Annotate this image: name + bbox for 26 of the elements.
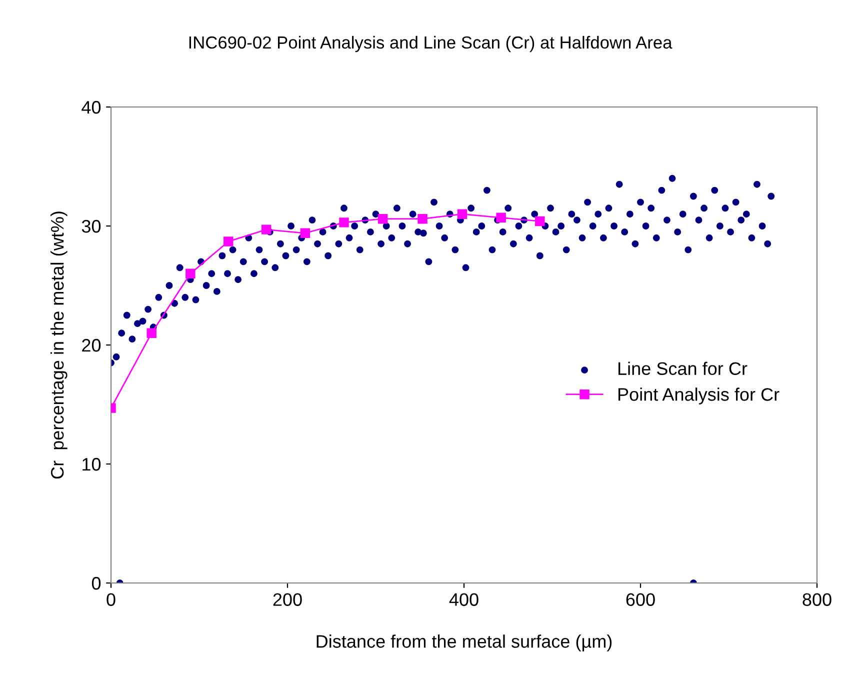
x-tick-label: 200: [273, 593, 302, 606]
point: [186, 268, 196, 278]
x-tick-label: 600: [626, 593, 655, 606]
point: [496, 212, 506, 223]
point: [261, 224, 272, 234]
chart-title: INC690-02 Point Analysis and Line Scan (Cr) at Halfdown Area: [189, 36, 672, 52]
point: [378, 214, 388, 224]
point: [339, 218, 349, 228]
x-tick-label: 0: [106, 593, 116, 606]
point: [457, 209, 468, 219]
legend-label: Line Scan for Cr: [618, 362, 748, 375]
point: [300, 228, 310, 238]
point: [535, 216, 545, 226]
x-axis-title: Distance from the metal surface (µm): [316, 634, 612, 652]
x-tick-label: 800: [802, 593, 832, 606]
point: [224, 236, 234, 246]
x-tick-label: 400: [449, 593, 478, 606]
y-tick-label: 20: [82, 338, 101, 352]
y-tick-label: 0: [92, 576, 101, 590]
y-tick-label: 10: [82, 458, 101, 471]
y-tick-label: 40: [82, 100, 101, 114]
legend-label: Point Analysis for Cr: [618, 388, 780, 404]
point: [146, 328, 156, 338]
point: [418, 214, 428, 224]
y-tick-label: 30: [82, 220, 101, 233]
y-axis-title: Cr percentage in the metal (wt%): [50, 212, 68, 479]
